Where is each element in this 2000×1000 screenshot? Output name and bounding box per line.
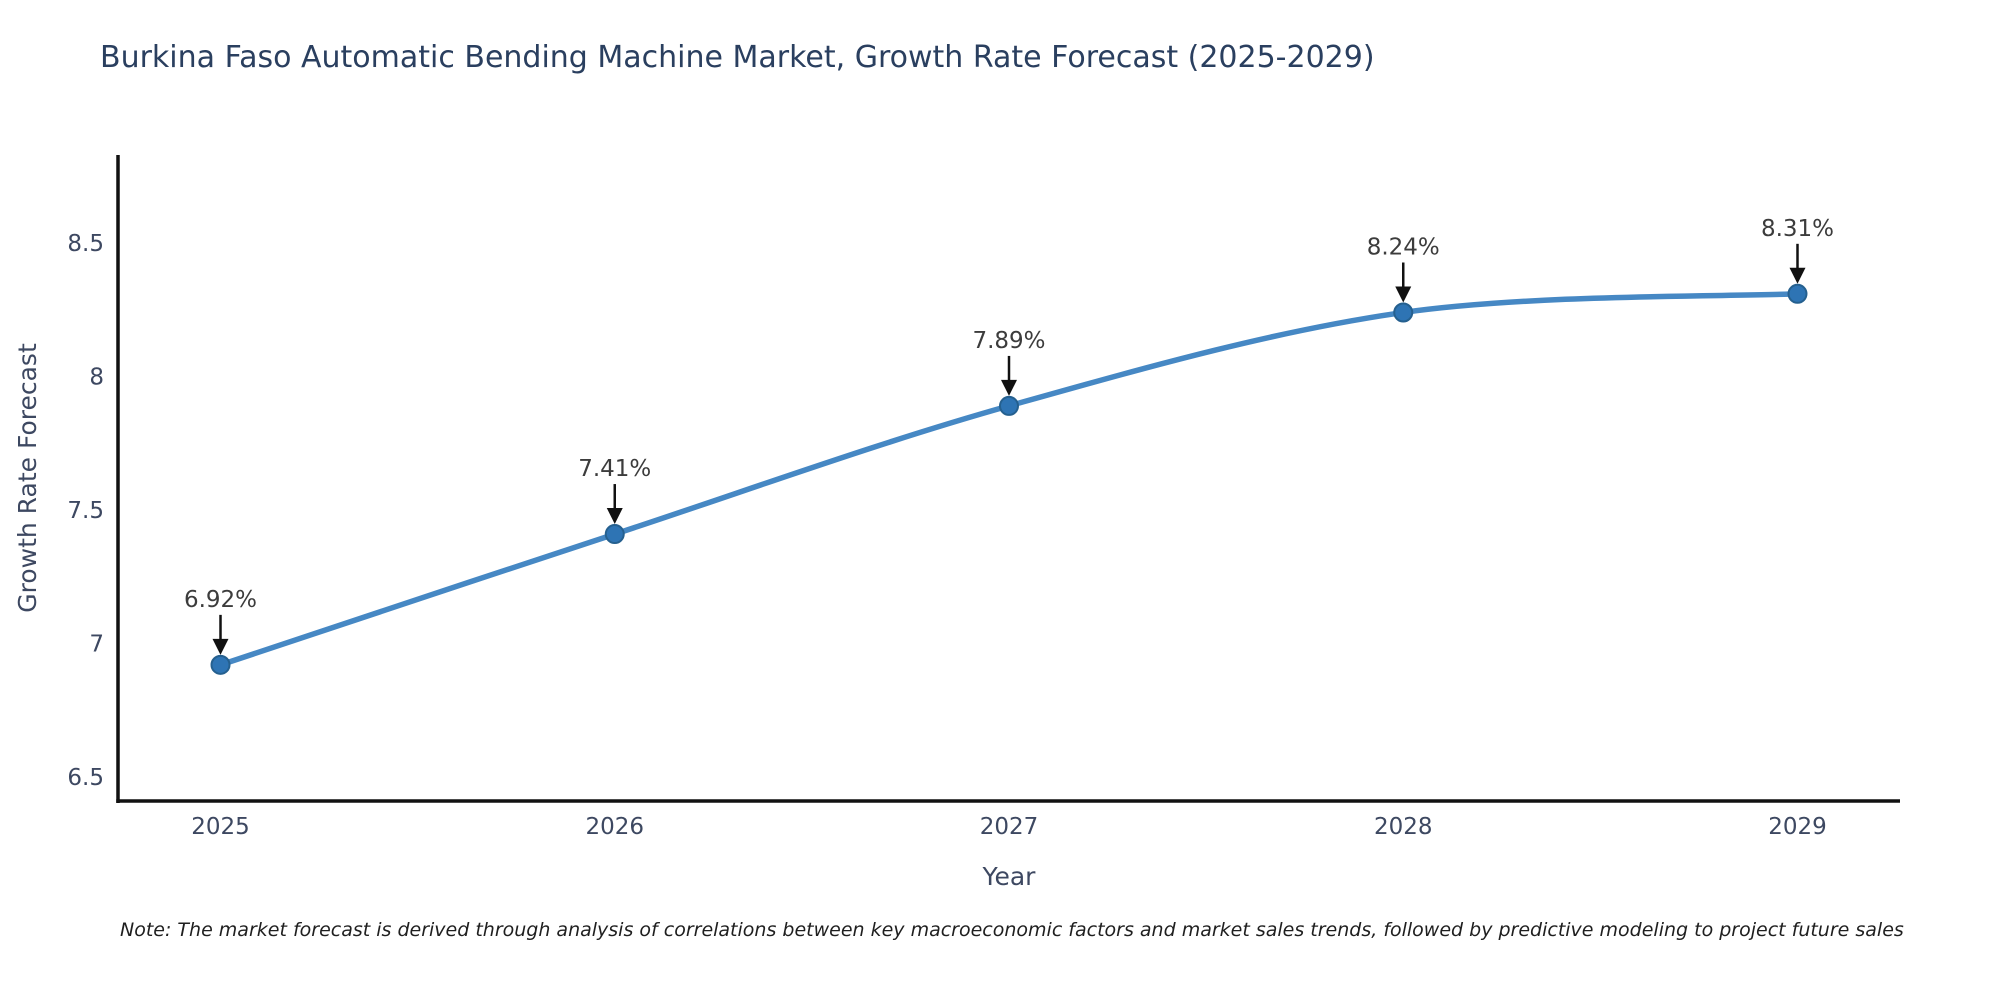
x-tick-label: 2029 xyxy=(1768,814,1827,840)
annotation-arrowhead-icon xyxy=(606,508,623,525)
y-tick-label: 7 xyxy=(89,632,104,658)
data-point-marker[interactable] xyxy=(999,395,1019,416)
data-point-marker[interactable] xyxy=(210,654,231,675)
data-point-label: 8.24% xyxy=(1367,234,1440,260)
data-point-marker[interactable] xyxy=(1787,283,1808,304)
annotation-arrowhead-icon xyxy=(1789,267,1806,284)
x-axis-title: Year xyxy=(982,862,1037,891)
annotation-arrowhead-icon xyxy=(212,638,229,655)
y-tick-label: 8 xyxy=(89,365,104,391)
data-point-marker[interactable] xyxy=(1393,302,1414,323)
footnote-text: Note: The market forecast is derived thr… xyxy=(120,919,1904,941)
data-point-label: 7.89% xyxy=(972,328,1045,354)
data-point-label: 6.92% xyxy=(184,587,257,613)
data-point-label: 8.31% xyxy=(1761,216,1834,242)
chart-title: Burkina Faso Automatic Bending Machine M… xyxy=(100,40,1375,75)
data-point-label: 7.41% xyxy=(578,456,651,482)
y-tick-label: 7.5 xyxy=(67,498,104,524)
y-axis-title: Growth Rate Forecast xyxy=(13,343,42,613)
x-tick-label: 2028 xyxy=(1374,814,1433,840)
annotation-arrowhead-icon xyxy=(1001,379,1017,396)
x-tick-label: 2027 xyxy=(980,814,1039,840)
data-point-marker[interactable] xyxy=(604,524,625,545)
annotation-arrowhead-icon xyxy=(1395,286,1412,303)
x-tick-label: 2026 xyxy=(585,814,644,840)
x-tick-label: 2025 xyxy=(191,814,250,840)
y-tick-label: 6.5 xyxy=(67,765,104,791)
y-tick-label: 8.5 xyxy=(67,231,104,257)
